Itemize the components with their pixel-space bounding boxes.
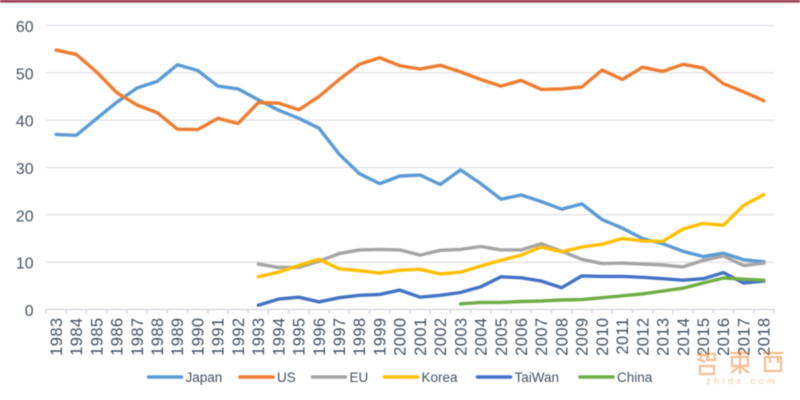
svg-text:2015: 2015	[695, 318, 713, 356]
svg-text:1996: 1996	[311, 318, 329, 356]
svg-text:Korea: Korea	[422, 370, 459, 385]
svg-text:1998: 1998	[351, 318, 369, 356]
svg-text:2014: 2014	[675, 318, 693, 356]
svg-text:1990: 1990	[190, 318, 208, 356]
svg-text:1988: 1988	[149, 318, 167, 356]
svg-text:1993: 1993	[250, 318, 268, 356]
svg-text:0: 0	[25, 303, 34, 320]
svg-text:2017: 2017	[736, 318, 754, 356]
svg-text:30: 30	[16, 161, 34, 178]
svg-text:TaiWan: TaiWan	[515, 370, 560, 385]
svg-text:2018: 2018	[756, 318, 774, 356]
svg-text:1991: 1991	[210, 318, 228, 356]
svg-text:1995: 1995	[291, 318, 309, 356]
svg-text:1989: 1989	[169, 318, 187, 356]
svg-text:2006: 2006	[513, 318, 531, 356]
svg-text:10: 10	[16, 256, 34, 273]
svg-text:EU: EU	[350, 370, 369, 385]
svg-text:1999: 1999	[372, 318, 390, 356]
svg-text:2001: 2001	[412, 318, 430, 356]
svg-text:1983: 1983	[48, 318, 66, 356]
svg-text:2002: 2002	[432, 318, 450, 356]
svg-text:2000: 2000	[392, 318, 410, 356]
svg-text:60: 60	[16, 19, 34, 36]
svg-text:Japan: Japan	[186, 370, 223, 385]
svg-text:2008: 2008	[554, 318, 572, 356]
svg-text:2007: 2007	[533, 318, 551, 356]
svg-text:2003: 2003	[452, 318, 470, 356]
svg-text:1994: 1994	[270, 318, 288, 356]
svg-text:zhidx.com: zhidx.com	[706, 376, 778, 386]
svg-text:1987: 1987	[129, 318, 147, 356]
svg-text:China: China	[617, 370, 653, 385]
svg-text:2013: 2013	[655, 318, 673, 356]
svg-text:2010: 2010	[594, 318, 612, 356]
svg-text:1997: 1997	[331, 318, 349, 356]
svg-text:2005: 2005	[493, 318, 511, 356]
svg-text:1985: 1985	[88, 318, 106, 356]
svg-text:1986: 1986	[109, 318, 127, 356]
svg-text:40: 40	[16, 114, 34, 131]
svg-text:2004: 2004	[473, 318, 491, 356]
svg-text:2016: 2016	[715, 318, 733, 356]
svg-text:20: 20	[16, 208, 34, 225]
svg-text:2009: 2009	[574, 318, 592, 356]
svg-text:2011: 2011	[614, 318, 632, 355]
svg-text:50: 50	[16, 66, 34, 83]
svg-text:2012: 2012	[634, 318, 652, 356]
svg-text:1992: 1992	[230, 318, 248, 356]
svg-text:US: US	[277, 370, 296, 385]
svg-text:1984: 1984	[68, 318, 86, 356]
